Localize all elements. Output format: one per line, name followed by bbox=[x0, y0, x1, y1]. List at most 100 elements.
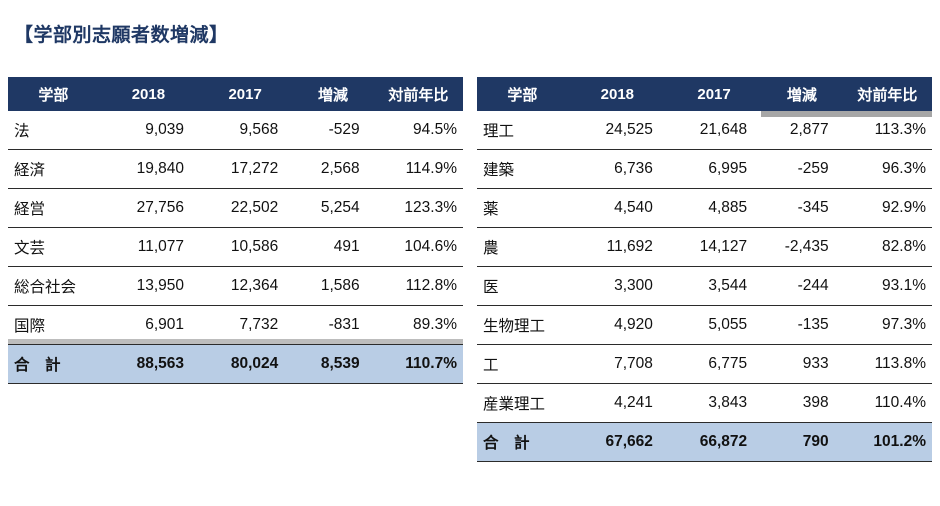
value-cell: 4,885 bbox=[666, 188, 762, 228]
value-cell: 491 bbox=[292, 227, 374, 267]
value-cell: 3,843 bbox=[666, 383, 762, 423]
value-cell: 5,055 bbox=[666, 305, 762, 345]
header-row: 学部 2018 2017 増減 対前年比 bbox=[8, 77, 463, 111]
value-cell: 104.6% bbox=[373, 227, 463, 267]
value-cell: 88,563 bbox=[98, 344, 198, 384]
value-cell: -345 bbox=[761, 188, 843, 228]
page-title: 【学部別志願者数増減】 bbox=[14, 25, 229, 46]
value-cell: 94.5% bbox=[373, 111, 463, 150]
value-cell: -2,435 bbox=[761, 227, 843, 267]
column-header: 学部 bbox=[477, 77, 568, 111]
table-row: 建築 6,736 6,995 -259 96.3% bbox=[477, 149, 932, 189]
faculty-cell: 医 bbox=[477, 266, 568, 306]
table-row: 医 3,300 3,544 -244 93.1% bbox=[477, 266, 932, 306]
faculty-cell: 生物理工 bbox=[477, 305, 568, 345]
value-cell: 3,544 bbox=[666, 266, 762, 306]
value-cell: 9,568 bbox=[198, 111, 293, 150]
value-cell: 66,872 bbox=[666, 422, 762, 462]
value-cell: -529 bbox=[292, 111, 374, 150]
faculty-cell: 薬 bbox=[477, 188, 568, 228]
value-cell: 14,127 bbox=[666, 227, 762, 267]
value-cell: 6,995 bbox=[666, 149, 762, 189]
column-header: 対前年比 bbox=[842, 77, 932, 111]
total-row: 合 計 88,563 80,024 8,539 110.7% bbox=[8, 344, 463, 384]
value-cell: 1,586 bbox=[292, 266, 374, 306]
value-cell: 6,775 bbox=[666, 344, 762, 384]
faculty-cell: 合 計 bbox=[8, 344, 99, 384]
column-header: 2018 bbox=[567, 77, 667, 111]
value-cell: 10,586 bbox=[198, 227, 293, 267]
value-cell: -135 bbox=[761, 305, 843, 345]
faculty-cell: 総合社会 bbox=[8, 266, 99, 306]
value-cell: 82.8% bbox=[842, 227, 932, 267]
value-cell: 92.9% bbox=[842, 188, 932, 228]
value-cell: 4,920 bbox=[567, 305, 667, 345]
column-header: 学部 bbox=[8, 77, 99, 111]
value-cell: 933 bbox=[761, 344, 843, 384]
value-cell: 2,568 bbox=[292, 149, 374, 189]
faculty-cell: 建築 bbox=[477, 149, 568, 189]
faculty-cell: 経営 bbox=[8, 188, 99, 228]
faculty-cell: 農 bbox=[477, 227, 568, 267]
value-cell: 80,024 bbox=[198, 344, 293, 384]
faculty-cell: 産業理工 bbox=[477, 383, 568, 423]
value-cell: 4,241 bbox=[567, 383, 667, 423]
total-row: 合 計 67,662 66,872 790 101.2% bbox=[477, 422, 932, 462]
value-cell: 790 bbox=[761, 422, 843, 462]
value-cell: 101.2% bbox=[842, 422, 932, 462]
value-cell: 89.3% bbox=[373, 305, 463, 345]
value-cell: 93.1% bbox=[842, 266, 932, 306]
table-row: 国際 6,901 7,732 -831 89.3% bbox=[8, 305, 463, 345]
value-cell: 110.4% bbox=[842, 383, 932, 423]
value-cell: 4,540 bbox=[567, 188, 667, 228]
table-row: 経営 27,756 22,502 5,254 123.3% bbox=[8, 188, 463, 228]
value-cell: 19,840 bbox=[98, 149, 198, 189]
value-cell: 21,648 bbox=[666, 111, 762, 150]
faculty-cell: 理工 bbox=[477, 111, 568, 150]
faculty-cell: 国際 bbox=[8, 305, 99, 345]
value-cell: 67,662 bbox=[567, 422, 667, 462]
value-cell: 398 bbox=[761, 383, 843, 423]
table-row: 文芸 11,077 10,586 491 104.6% bbox=[8, 227, 463, 267]
value-cell: 8,539 bbox=[292, 344, 374, 384]
value-cell: 11,077 bbox=[98, 227, 198, 267]
column-header: 2017 bbox=[666, 77, 762, 111]
value-cell: 12,364 bbox=[198, 266, 293, 306]
value-cell: 112.8% bbox=[373, 266, 463, 306]
value-cell: 7,732 bbox=[198, 305, 293, 345]
value-cell: 3,300 bbox=[567, 266, 667, 306]
value-cell: 22,502 bbox=[198, 188, 293, 228]
table-row: 経済 19,840 17,272 2,568 114.9% bbox=[8, 149, 463, 189]
value-cell: -259 bbox=[761, 149, 843, 189]
table-row: 理工 24,525 21,648 2,877 113.3% bbox=[477, 111, 932, 150]
table-row: 農 11,692 14,127 -2,435 82.8% bbox=[477, 227, 932, 267]
table-row: 産業理工 4,241 3,843 398 110.4% bbox=[477, 383, 932, 423]
value-cell: 110.7% bbox=[373, 344, 463, 384]
value-cell: 113.8% bbox=[842, 344, 932, 384]
value-cell: 114.9% bbox=[373, 149, 463, 189]
value-cell: 113.3% bbox=[842, 111, 932, 150]
column-header: 2018 bbox=[98, 77, 198, 111]
column-header: 2017 bbox=[198, 77, 293, 111]
faculty-table: 学部 2018 2017 増減 対前年比 理工 24,525 21,648 2,877 113.3… bbox=[477, 77, 932, 462]
value-cell: 9,039 bbox=[98, 111, 198, 150]
faculty-cell: 工 bbox=[477, 344, 568, 384]
faculty-cell: 経済 bbox=[8, 149, 99, 189]
value-cell: 6,736 bbox=[567, 149, 667, 189]
table-row: 総合社会 13,950 12,364 1,586 112.8% bbox=[8, 266, 463, 306]
value-cell: 96.3% bbox=[842, 149, 932, 189]
header-row: 学部 2018 2017 増減 対前年比 bbox=[477, 77, 932, 111]
faculty-cell: 法 bbox=[8, 111, 99, 150]
tables-container: 学部 2018 2017 増減 対前年比法 9,039 9,568 -529 94.5% 経済 19… bbox=[0, 47, 940, 462]
faculty-table-right: 学部 2018 2017 増減 対前年比 理工 24,525 21,648 2,877 113.3… bbox=[477, 77, 932, 462]
faculty-table: 学部 2018 2017 増減 対前年比法 9,039 9,568 -529 94.5% 経済 19… bbox=[8, 77, 463, 384]
value-cell: 27,756 bbox=[98, 188, 198, 228]
faculty-cell: 文芸 bbox=[8, 227, 99, 267]
table-row: 法 9,039 9,568 -529 94.5% bbox=[8, 111, 463, 150]
table-row: 工 7,708 6,775 933 113.8% bbox=[477, 344, 932, 384]
value-cell: 123.3% bbox=[373, 188, 463, 228]
value-cell: 7,708 bbox=[567, 344, 667, 384]
value-cell: 17,272 bbox=[198, 149, 293, 189]
table-row: 生物理工 4,920 5,055 -135 97.3% bbox=[477, 305, 932, 345]
